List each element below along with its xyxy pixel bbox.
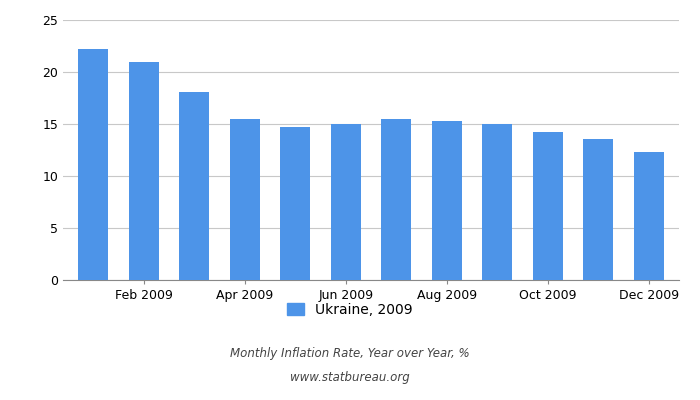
- Bar: [583, 138, 613, 280]
- Bar: [482, 124, 512, 280]
- Legend: Ukraine, 2009: Ukraine, 2009: [287, 303, 413, 317]
- Text: www.statbureau.org: www.statbureau.org: [290, 372, 410, 384]
- Bar: [129, 62, 159, 280]
- Bar: [179, 92, 209, 280]
- Bar: [381, 119, 412, 280]
- Bar: [533, 132, 563, 280]
- Bar: [432, 121, 462, 280]
- Bar: [634, 152, 664, 280]
- Bar: [330, 124, 361, 280]
- Bar: [78, 49, 108, 280]
- Bar: [280, 127, 310, 280]
- Bar: [230, 119, 260, 280]
- Text: Monthly Inflation Rate, Year over Year, %: Monthly Inflation Rate, Year over Year, …: [230, 348, 470, 360]
